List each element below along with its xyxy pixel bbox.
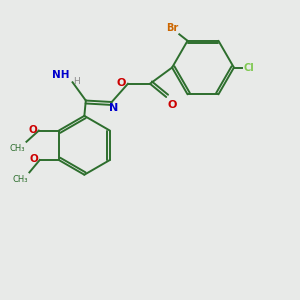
Text: O: O: [28, 125, 37, 135]
Text: Cl: Cl: [243, 63, 254, 73]
Text: CH₃: CH₃: [10, 144, 25, 153]
Text: NH: NH: [52, 70, 70, 80]
Text: O: O: [116, 78, 126, 88]
Text: O: O: [168, 100, 177, 110]
Text: Br: Br: [166, 23, 178, 33]
Text: O: O: [29, 154, 38, 164]
Text: H: H: [74, 77, 80, 86]
Text: CH₃: CH₃: [12, 175, 28, 184]
Text: N: N: [109, 103, 118, 113]
